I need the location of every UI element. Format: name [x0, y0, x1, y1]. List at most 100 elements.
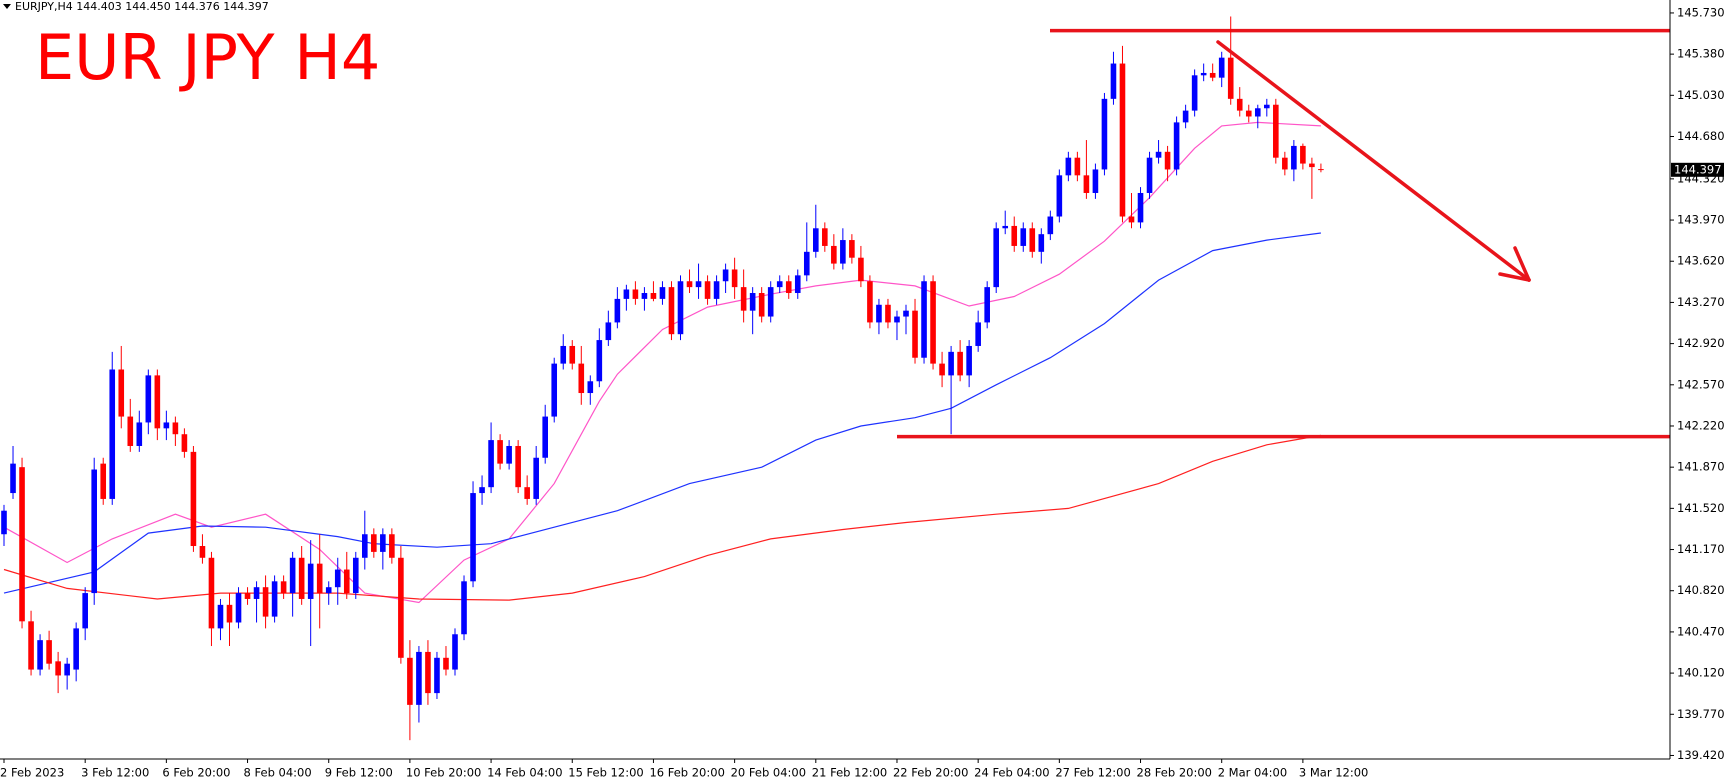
y-tick-label: 140.120 [1677, 666, 1725, 680]
y-tick-label: 139.420 [1677, 748, 1725, 762]
candle-body [425, 651, 431, 694]
candle-body [1200, 72, 1207, 76]
candle-body [605, 322, 612, 341]
candle-body [10, 463, 16, 494]
candle-body [560, 345, 567, 364]
candle-body [1173, 122, 1180, 170]
arrow-shaft [1216, 40, 1531, 282]
x-tick-label: 6 Feb 20:00 [162, 766, 230, 780]
candle-body [145, 375, 152, 423]
candle-body [19, 467, 25, 622]
candle-body [686, 281, 693, 288]
candle-body [1318, 169, 1324, 171]
y-tick-label: 142.920 [1677, 336, 1725, 350]
y-tick-label: 140.470 [1677, 624, 1725, 638]
candle-body [569, 345, 576, 364]
candle-body [840, 240, 846, 264]
candle-body [371, 534, 377, 552]
candle-body [740, 287, 747, 311]
x-tick-label: 28 Feb 20:00 [1137, 766, 1212, 780]
candle-body [966, 345, 972, 376]
x-tick-label: 9 Feb 12:00 [325, 766, 393, 780]
candle-body [1164, 151, 1171, 170]
candle-body [596, 340, 603, 382]
x-tick-label: 24 Feb 04:00 [974, 766, 1049, 780]
x-tick-label: 14 Feb 04:00 [487, 766, 562, 780]
candle-body [1218, 57, 1225, 78]
candle-body [1227, 57, 1234, 99]
x-tick-label: 27 Feb 12:00 [1055, 766, 1130, 780]
symbol-header: EURJPY,H4 144.403 144.450 144.376 144.39… [15, 0, 269, 13]
candle-body [903, 310, 909, 317]
moving-average-line [3, 434, 1322, 601]
candle-body [858, 257, 864, 282]
x-tick-label: 2 Feb 2023 [0, 766, 64, 780]
candle-body [163, 422, 170, 429]
candle-body [253, 587, 260, 599]
candle-body [668, 287, 675, 335]
candle-body [298, 557, 305, 599]
candle-body [912, 310, 918, 358]
candle-body [280, 581, 287, 594]
candle-body [632, 289, 639, 299]
current-price-box [1671, 162, 1724, 177]
x-tick-label: 2 Mar 04:00 [1218, 766, 1287, 780]
candle-body [506, 445, 512, 464]
candle-body [1209, 72, 1216, 78]
candle-body [325, 587, 332, 594]
y-tick-label: 145.730 [1677, 5, 1725, 19]
arrow-head [1498, 272, 1531, 282]
candle-body [776, 281, 783, 288]
candle-body [785, 281, 792, 294]
current-price-label: 144.397 [1674, 162, 1722, 176]
candle-body [1119, 63, 1126, 217]
candle-body [46, 640, 52, 664]
candle-body [461, 581, 467, 635]
candle-body [452, 634, 458, 670]
candle-body [91, 469, 97, 594]
candle-body [713, 281, 720, 299]
candle-body [524, 487, 530, 499]
candle-body [316, 563, 323, 594]
candle-body [262, 587, 269, 617]
y-tick-label: 143.270 [1677, 295, 1725, 309]
y-tick-label: 144.680 [1677, 129, 1725, 143]
candle-body [1137, 192, 1144, 223]
candle-body [244, 593, 251, 599]
candle-body [722, 269, 729, 282]
y-tick-label: 143.970 [1677, 213, 1725, 227]
candle-body [497, 440, 503, 464]
y-tick-label: 139.770 [1677, 707, 1725, 721]
candle-body [362, 534, 368, 558]
candle-body [109, 369, 116, 499]
y-tick-label: 145.030 [1677, 88, 1725, 102]
candle-body [1038, 234, 1045, 252]
candle-body [542, 416, 548, 458]
candle-body [352, 557, 359, 594]
y-tick-label: 143.620 [1677, 254, 1725, 268]
candle-body [1155, 151, 1162, 158]
candle-body [650, 293, 657, 299]
candle-body [1110, 63, 1117, 99]
candle-body [1254, 108, 1261, 117]
candle-body [118, 369, 125, 417]
candle-body [190, 451, 197, 547]
y-tick-label: 141.170 [1677, 542, 1725, 556]
candle-body [1083, 175, 1090, 193]
candle-body [1074, 157, 1081, 176]
candle-body [235, 593, 242, 623]
candle-body [1128, 216, 1135, 223]
candle-body [894, 316, 900, 323]
menu-triangle[interactable] [3, 4, 11, 9]
candle-body [867, 281, 873, 323]
candle-body [551, 363, 558, 417]
candle-body [767, 287, 774, 317]
candle-body [1309, 163, 1315, 168]
candle-body [948, 351, 954, 376]
candle-body [794, 275, 801, 294]
x-tick-label: 3 Feb 12:00 [81, 766, 149, 780]
candle-body [154, 375, 161, 429]
x-tick-label: 10 Feb 20:00 [406, 766, 481, 780]
candle-body [64, 663, 70, 676]
